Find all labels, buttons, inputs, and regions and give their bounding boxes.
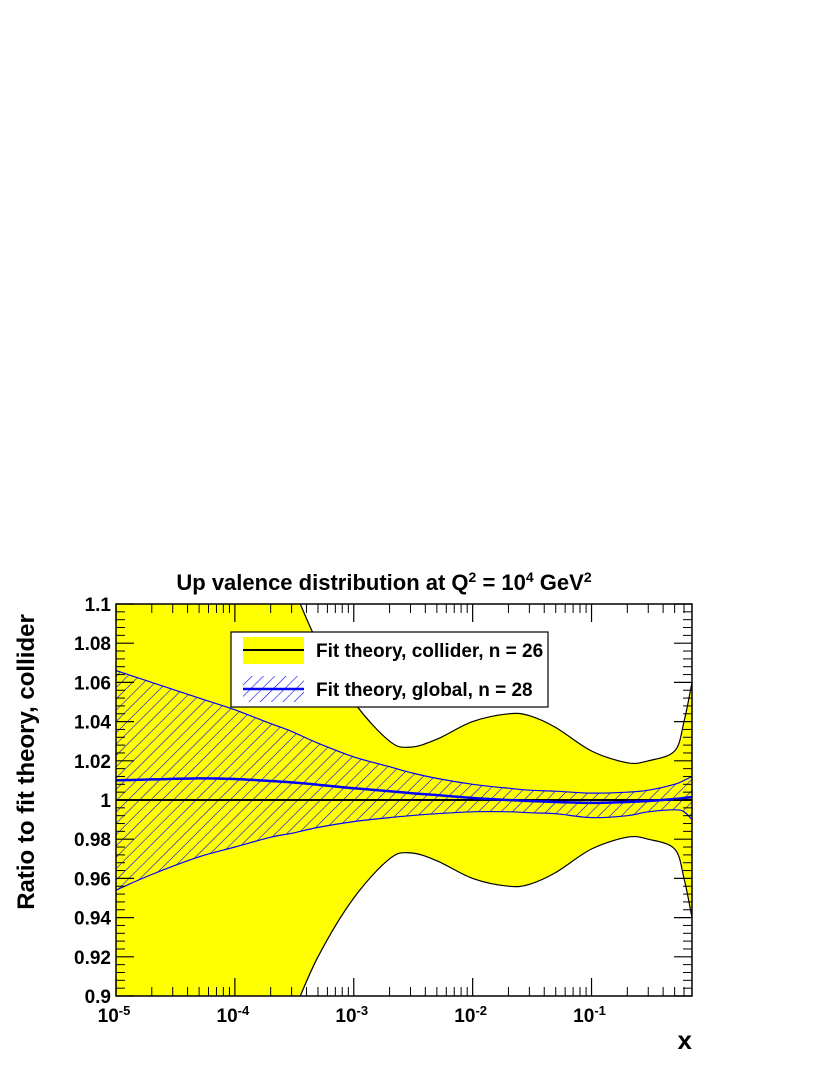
x-tick-exponent: -1 <box>594 1003 606 1018</box>
legend: Fit theory, collider, n = 26 Fit theory, … <box>230 631 549 708</box>
x-tick-label: 10-3 <box>335 1003 368 1028</box>
x-tick-exponent: -3 <box>357 1003 369 1018</box>
y-tick-label: 0.92 <box>74 948 111 969</box>
y-tick-label: 0.94 <box>74 909 111 930</box>
x-tick-label: 10-1 <box>573 1003 606 1028</box>
y-tick-label: 1.02 <box>74 752 111 773</box>
y-tick-label: 1.04 <box>74 713 111 734</box>
global-band-lower-edge <box>116 809 692 891</box>
x-tick-base: 10 <box>217 1006 238 1027</box>
title-scale-exponent: 4 <box>526 569 534 585</box>
global-central-line <box>116 777 692 805</box>
x-tick-label: 10-5 <box>98 1003 131 1028</box>
legend-label-collider: Fit theory, collider, n = 26 <box>316 641 543 662</box>
title-q-exponent: 2 <box>469 569 477 585</box>
collider-band-upper-edge <box>299 604 692 765</box>
x-tick-label: 10-2 <box>454 1003 487 1028</box>
x-tick-exponent: -5 <box>119 1003 131 1018</box>
x-tick-base: 10 <box>98 1006 119 1027</box>
global-band-upper-edge <box>116 670 692 794</box>
title-middle: = 10 <box>476 570 526 595</box>
x-tick-base: 10 <box>573 1006 594 1027</box>
y-tick-label: 1.1 <box>85 595 112 616</box>
collider-band-lower-edge <box>299 835 692 996</box>
x-tick-label: 10-4 <box>217 1003 250 1028</box>
title-unit-exponent: 2 <box>584 569 592 585</box>
x-tick-exponent: -2 <box>475 1003 487 1018</box>
x-axis-label: x <box>678 1025 693 1055</box>
y-tick-label: 0.9 <box>85 987 111 1008</box>
title-unit: GeV <box>534 570 584 595</box>
x-tick-base: 10 <box>335 1006 356 1027</box>
legend-label-global: Fit theory, global, n = 28 <box>316 680 533 701</box>
y-tick-label: 1 <box>100 791 111 812</box>
chart-title: Up valence distribution at Q2 = 104 GeV2 <box>176 569 591 595</box>
axes: 0.9 0.92 0.94 0.96 0.98 1 1.02 1.04 1.06 1.08 1.1 1… <box>74 595 692 1027</box>
y-tick-label: 0.98 <box>74 830 111 851</box>
y-tick-label: 0.96 <box>74 869 111 890</box>
y-tick-label: 1.06 <box>74 673 111 694</box>
y-tick-label: 1.08 <box>74 634 111 655</box>
x-tick-base: 10 <box>454 1006 475 1027</box>
y-axis-label: Ratio to fit theory, collider <box>13 614 40 910</box>
title-prefix: Up valence distribution at Q <box>176 570 468 595</box>
x-tick-exponent: -4 <box>238 1003 250 1018</box>
global-band <box>116 670 692 891</box>
